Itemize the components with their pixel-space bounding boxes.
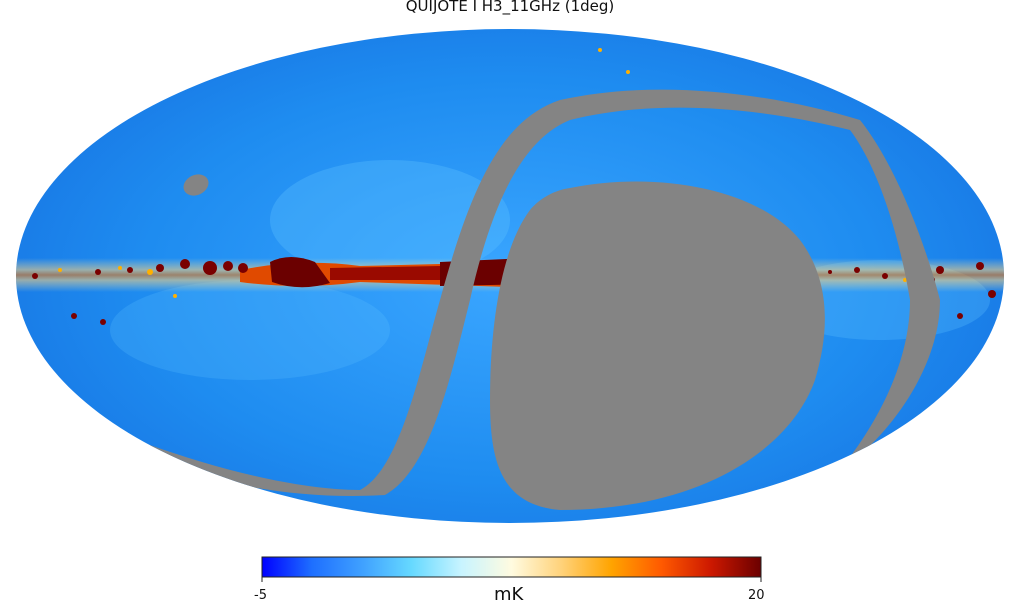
colorbar-min-label: -5 <box>254 588 267 603</box>
mask-small-region <box>183 174 209 196</box>
galactic-plane-hot <box>270 257 330 288</box>
diffuse-emission <box>270 160 510 280</box>
map-title: QUIJOTE I H3_11GHz (1deg) <box>405 0 615 15</box>
sky-projection <box>16 29 1004 523</box>
galactic-plane-hot <box>330 266 440 280</box>
colorbar-unit-label: mK <box>494 584 524 605</box>
diffuse-emission <box>110 280 390 380</box>
mask-large-region <box>490 181 825 510</box>
mask-survey-band <box>150 89 940 496</box>
colorbar-max-label: 20 <box>748 588 765 603</box>
colorbar <box>261 556 762 578</box>
